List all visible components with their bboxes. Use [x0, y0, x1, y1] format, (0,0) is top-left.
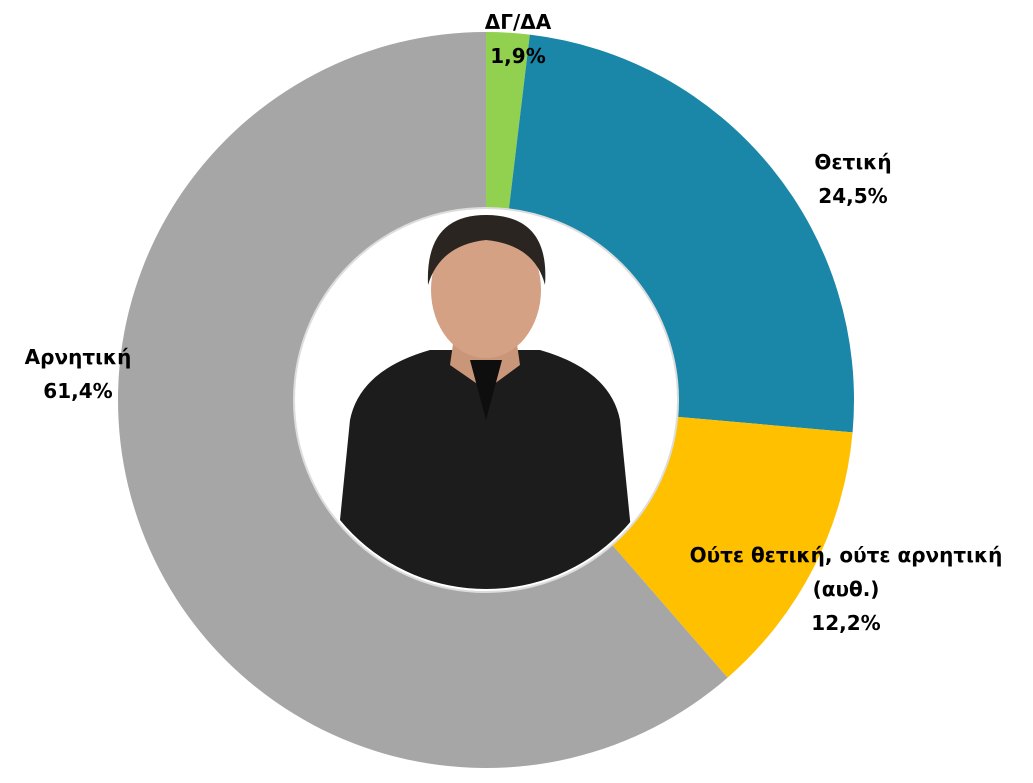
category-name: Αρνητική	[24, 345, 132, 369]
slice-label: Ούτε θετική, ούτε αρνητική (αυθ.) 12,2%	[661, 538, 1031, 640]
value-label: 12,2%	[811, 611, 881, 635]
slice-label: Αρνητική 61,4%	[0, 340, 178, 408]
value-label: 61,4%	[43, 379, 113, 403]
center-photo	[330, 215, 640, 589]
value-label: 24,5%	[818, 184, 888, 208]
slice-label: Θετική 24,5%	[753, 145, 953, 213]
category-name: Θετική	[814, 150, 892, 174]
category-name: Ούτε θετική, ούτε αρνητική (αυθ.)	[689, 543, 1003, 601]
value-label: 1,9%	[490, 44, 546, 68]
slice-label: ΔΓ/ΔΑ 1,9%	[418, 5, 618, 73]
category-name: ΔΓ/ΔΑ	[484, 10, 552, 34]
